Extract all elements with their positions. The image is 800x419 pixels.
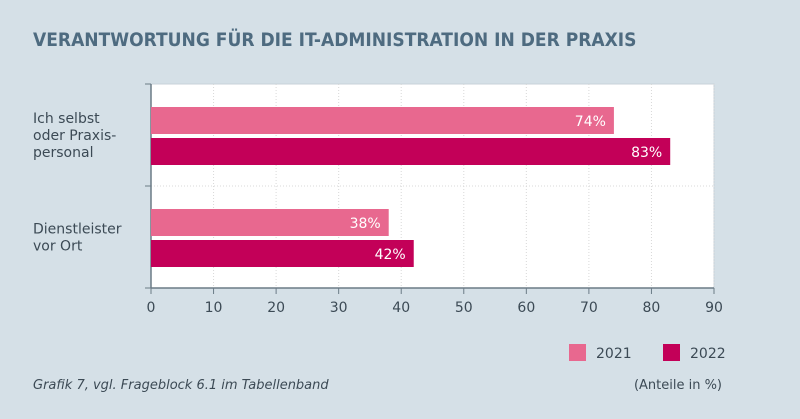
data-label: 83% <box>631 145 662 161</box>
legend-swatch-2021 <box>569 344 586 361</box>
category-label: oder Praxis- <box>33 128 116 144</box>
source-note: Grafik 7, vgl. Frageblock 6.1 im Tabelle… <box>33 378 329 393</box>
category-label: vor Ort <box>33 239 83 255</box>
bar-2021 <box>151 107 614 134</box>
x-tick-label: 60 <box>517 300 535 316</box>
bar-2022 <box>151 240 414 267</box>
x-tick-label: 40 <box>392 300 410 316</box>
x-tick-label: 0 <box>147 300 156 316</box>
legend-label: 2021 <box>596 346 632 362</box>
x-tick-label: 90 <box>705 300 723 316</box>
data-label: 38% <box>350 216 381 232</box>
bar-2022 <box>151 138 671 165</box>
unit-note: (Anteile in %) <box>634 378 722 393</box>
legend-swatch-2022 <box>663 344 680 361</box>
x-tick-label: 80 <box>643 300 661 316</box>
chart-title: VERANTWORTUNG FÜR DIE IT-ADMINISTRATION … <box>33 27 636 51</box>
x-tick-label: 10 <box>205 300 223 316</box>
category-label: personal <box>33 145 93 161</box>
data-label: 74% <box>575 114 606 130</box>
x-tick-label: 20 <box>267 300 285 316</box>
bar-2021 <box>151 209 389 236</box>
x-tick-label: 70 <box>580 300 598 316</box>
category-label: Ich selbst <box>33 111 100 127</box>
x-tick-label: 30 <box>330 300 348 316</box>
category-label: Dienstleister <box>33 222 122 238</box>
data-label: 42% <box>375 247 406 263</box>
x-tick-label: 50 <box>455 300 473 316</box>
legend-label: 2022 <box>690 346 726 362</box>
